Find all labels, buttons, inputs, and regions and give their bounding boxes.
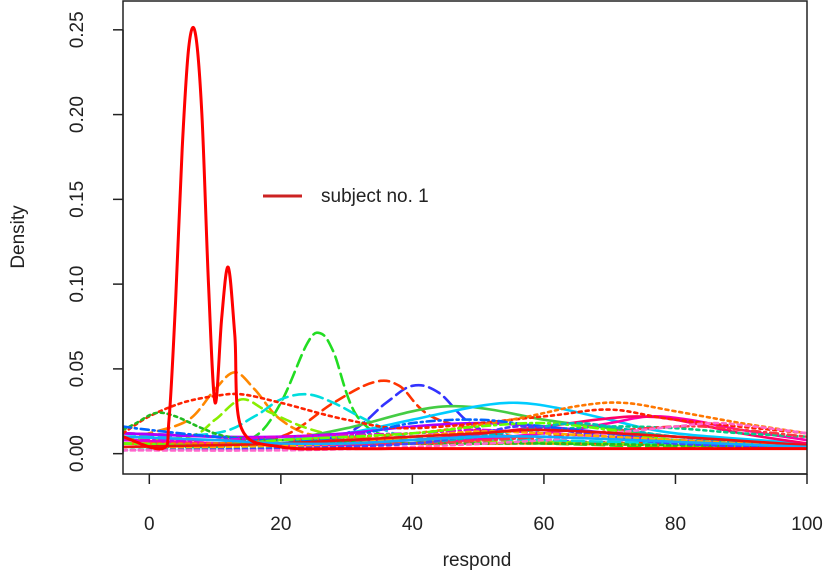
y-tick-label: 0.00: [67, 435, 88, 472]
axes-layer: 0 20 40 60 80 100 0.00 0.05 0.10 0.15 0.20 0.25: [67, 11, 823, 535]
x-axis-label: respond: [443, 550, 512, 571]
x-tick-label: 60: [533, 514, 554, 535]
x-tick-label: 100: [791, 514, 823, 535]
legend: subject no. 1: [263, 186, 429, 207]
plot-frame: [122, 0, 808, 475]
x-tick-label: 20: [270, 514, 291, 535]
legend-label-subject-1: subject no. 1: [321, 186, 429, 207]
x-tick-label: 80: [665, 514, 686, 535]
density-line-25: [123, 428, 807, 449]
y-axis-label: Density: [8, 205, 29, 269]
y-tick-label: 0.10: [67, 266, 88, 303]
density-line-7: [123, 392, 807, 447]
plot-layer: [123, 25, 807, 452]
y-tick-label: 0.05: [67, 350, 88, 387]
density-line-26: [123, 434, 807, 449]
y-tick-label: 0.20: [67, 96, 88, 133]
density-line-24: [123, 430, 807, 449]
density-line-subject-1: [123, 25, 807, 451]
y-tick-label: 0.15: [67, 181, 88, 218]
density-line-13: [123, 392, 807, 435]
x-tick-label: 0: [144, 514, 155, 535]
x-tick-label: 40: [402, 514, 423, 535]
density-line-22: [123, 425, 807, 452]
y-tick-label: 0.25: [67, 11, 88, 48]
